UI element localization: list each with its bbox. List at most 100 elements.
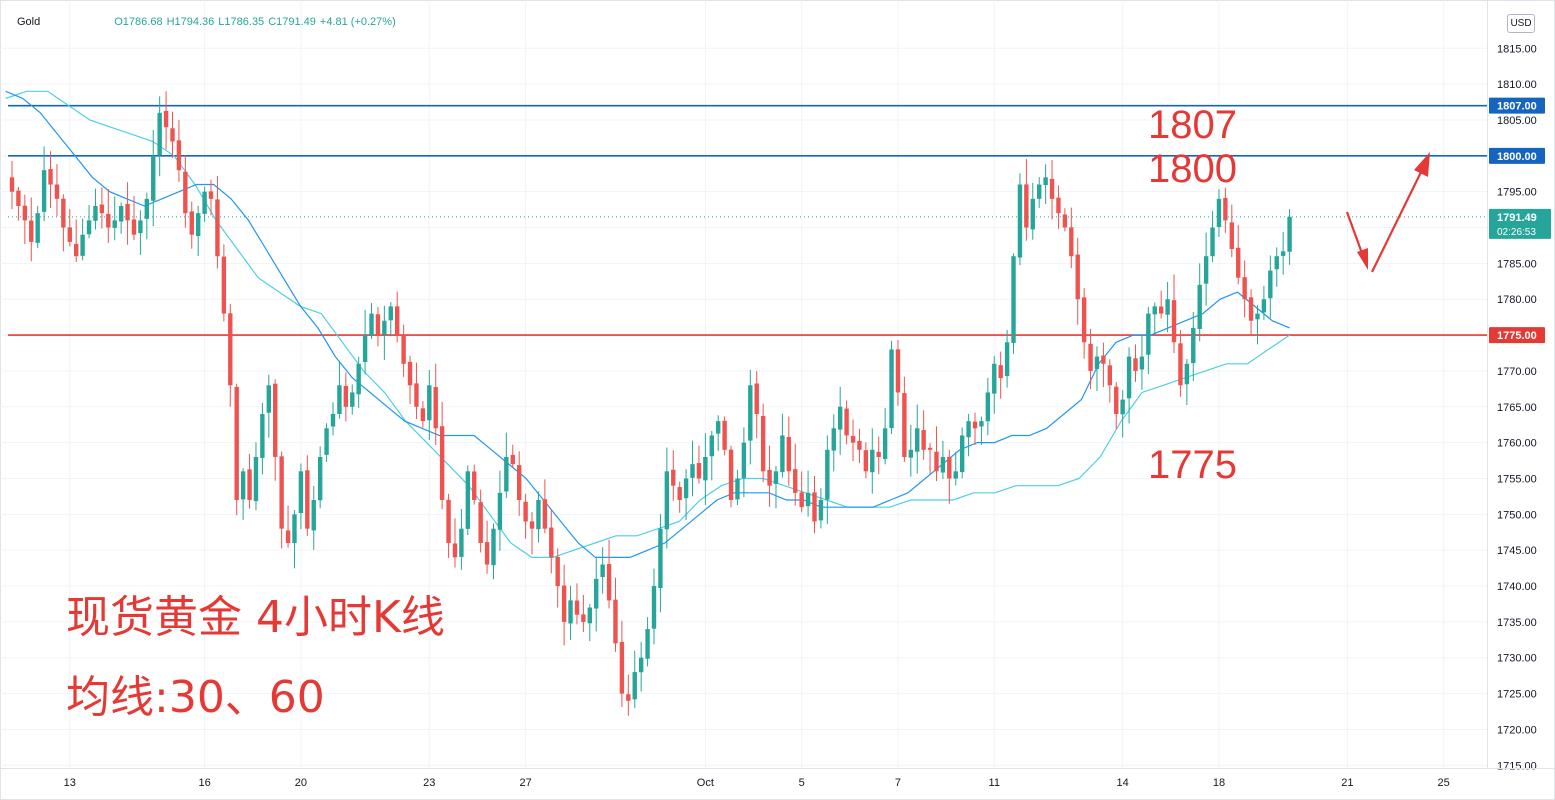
candle xyxy=(568,585,573,640)
time-tick-label: 5 xyxy=(799,777,805,789)
candle xyxy=(549,509,554,574)
candle xyxy=(324,423,329,462)
candle xyxy=(1242,260,1247,318)
candle xyxy=(1043,164,1048,204)
candle xyxy=(831,414,836,472)
candle xyxy=(35,205,40,249)
time-axis[interactable]: 13 16 20 23 27 Oct 5 7 11 14 18 21 25 xyxy=(64,777,1450,789)
candle xyxy=(112,196,117,241)
symbol-legend: Gold O1786.68 H1794.36 L1786.35 C1791.49 +4.8… xyxy=(17,16,400,28)
candle xyxy=(221,244,227,322)
annotation-1775: 1775 xyxy=(1148,443,1237,487)
down-arrow-drawing[interactable] xyxy=(1345,211,1368,270)
candle xyxy=(837,386,843,455)
candle xyxy=(844,400,849,445)
candle xyxy=(850,419,856,462)
level-tag-label: 1775.00 xyxy=(1497,330,1537,342)
candle xyxy=(632,650,637,709)
candle xyxy=(709,430,714,481)
candle xyxy=(163,91,169,150)
candle xyxy=(658,514,663,613)
candle xyxy=(940,440,946,480)
candle xyxy=(1255,305,1260,345)
candle xyxy=(1236,224,1241,285)
candle xyxy=(805,470,811,517)
candle xyxy=(266,374,271,438)
candle xyxy=(478,489,483,553)
candle xyxy=(16,186,21,221)
ohlc-values: O1786.68 H1794.36 L1786.35 C1791.49 +4.81 (+… xyxy=(114,16,400,28)
candle xyxy=(1075,237,1080,325)
candle xyxy=(696,445,702,484)
level-tag-1800 xyxy=(1489,147,1545,164)
price-tick-label: 1785.00 xyxy=(1497,258,1537,270)
price-tick-label: 1810.00 xyxy=(1497,79,1537,91)
candle xyxy=(876,436,881,475)
candle xyxy=(131,195,137,241)
candle xyxy=(677,481,682,513)
symbol-name: Gold xyxy=(17,16,41,28)
candle xyxy=(959,427,965,479)
candle xyxy=(125,182,130,245)
candle xyxy=(1024,159,1029,241)
candle xyxy=(247,453,252,509)
candle xyxy=(189,201,194,249)
candle xyxy=(427,370,432,441)
candle xyxy=(1178,330,1183,397)
candle xyxy=(645,617,650,667)
candle xyxy=(638,641,644,692)
candle xyxy=(870,428,875,494)
candle xyxy=(215,176,220,269)
candle xyxy=(1114,382,1119,430)
price-tick-label: 1795.00 xyxy=(1497,187,1537,199)
candle xyxy=(202,186,207,222)
candle xyxy=(228,303,233,407)
candle xyxy=(1062,208,1068,232)
candle xyxy=(754,371,759,439)
candle xyxy=(240,468,246,520)
candle xyxy=(395,291,400,343)
candle xyxy=(292,509,297,569)
candle xyxy=(350,384,355,415)
candle xyxy=(234,383,239,516)
candle xyxy=(748,369,753,465)
time-tick-label: 11 xyxy=(989,777,1000,789)
candle xyxy=(273,379,278,481)
candle xyxy=(780,413,785,478)
candle xyxy=(93,188,98,230)
up-arrow-drawing[interactable] xyxy=(1371,152,1430,273)
candle xyxy=(311,485,316,550)
candle xyxy=(561,564,567,646)
chart-caption: 现货黄金 4小时K线 xyxy=(66,592,445,643)
candle xyxy=(41,146,47,222)
candle xyxy=(382,305,387,360)
candle xyxy=(433,363,438,446)
level-tag-1807 xyxy=(1489,97,1545,114)
ohlc-high: H1794.36 xyxy=(166,16,215,28)
candle xyxy=(1088,328,1093,389)
candle xyxy=(1094,346,1100,392)
time-tick-label: 25 xyxy=(1438,777,1450,789)
price-tick-label: 1720.00 xyxy=(1497,724,1537,736)
price-tick-label: 1745.00 xyxy=(1497,545,1537,557)
candle xyxy=(1126,347,1132,424)
candle xyxy=(529,511,535,555)
candle xyxy=(388,302,393,337)
level-tag-label: 1807.00 xyxy=(1497,101,1537,113)
candle xyxy=(1017,173,1023,266)
candle xyxy=(305,455,310,536)
candle xyxy=(61,194,66,252)
candle xyxy=(67,209,72,247)
ma30-line xyxy=(5,90,1290,558)
horizontal-levels[interactable] xyxy=(8,104,1487,336)
time-tick-label: 16 xyxy=(198,777,210,789)
ohlc-open: O1786.68 xyxy=(114,16,163,28)
candle xyxy=(516,451,522,516)
level-tag-1775 xyxy=(1489,327,1545,344)
candle xyxy=(1037,177,1042,208)
candle xyxy=(1223,187,1228,233)
currency-button[interactable]: USD xyxy=(1507,14,1535,33)
candle xyxy=(1049,160,1055,220)
time-tick-label: 18 xyxy=(1213,777,1225,789)
